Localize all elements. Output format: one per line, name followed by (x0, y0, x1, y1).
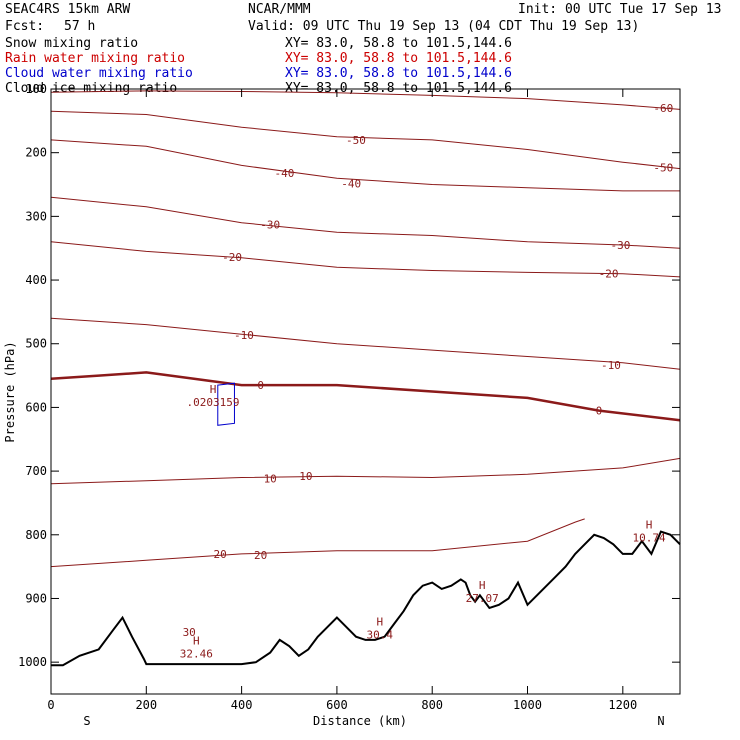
contour-label: 10 (264, 473, 277, 486)
y-tick-label: 400 (25, 273, 47, 287)
high-marker-value: 10.74 (632, 532, 665, 545)
valid-time: Valid: 09 UTC Thu 19 Sep 13 (04 CDT Thu … (248, 19, 639, 34)
isotherm-0 (50, 371, 681, 422)
y-tick-label: 800 (25, 528, 47, 542)
contour-label: 20 (214, 548, 227, 561)
isotherm-minus20 (50, 241, 681, 278)
contour-label: -30 (610, 239, 630, 252)
x-axis-label: Distance (km) (313, 714, 407, 728)
contour-labels: -60 -50 -50 -40 -40 -30 -30 -20 -20 -10 -10 0 0 10 10 2… (183, 102, 674, 639)
x-end-label-right: N (657, 714, 664, 728)
x-tick-label: 1000 (513, 698, 542, 712)
field-xy-cloud-water: XY= 83.0, 58.8 to 101.5,144.6 (285, 66, 512, 81)
init-time: Init: 00 UTC Tue 17 Sep 13 (518, 2, 722, 17)
contour-label: -40 (275, 167, 295, 180)
high-marker-letter: H (479, 579, 486, 592)
x-tick-label: 0 (47, 698, 54, 712)
y-tick-label: 300 (25, 209, 47, 223)
y-axis-label: Pressure (hPa) (3, 341, 17, 442)
contour-label: -30 (260, 219, 280, 232)
high-marker-letter: H (210, 383, 217, 396)
model-title: SEAC4RS 15km ARW (5, 2, 130, 17)
isotherm-minus30 (50, 196, 681, 249)
center-label: NCAR/MMM (248, 2, 311, 17)
cloud-water-contour (217, 382, 235, 426)
x-tick-label: 800 (421, 698, 443, 712)
high-marker-value: 30.4 (367, 629, 394, 642)
fcst-label: Fcst: (5, 19, 44, 34)
y-tick-label: 1000 (18, 655, 47, 669)
isotherm-10 (50, 457, 681, 485)
contour-label: 0 (596, 405, 603, 418)
contour-label: 0 (257, 379, 264, 392)
field-name-cloud-water: Cloud water mixing ratio (5, 66, 193, 81)
x-end-label-left: S (83, 714, 90, 728)
terrain-line (51, 530, 681, 667)
field-name-rain: Rain water mixing ratio (5, 51, 185, 66)
contour-label: 30 (183, 626, 196, 639)
contour-label: -20 (599, 268, 619, 281)
y-tick-label: 100 (25, 82, 47, 96)
contour-label: -10 (601, 359, 621, 372)
high-marker-value: 32.46 (180, 648, 213, 661)
contour-label: 20 (254, 549, 267, 562)
isotherm-minus50 (50, 110, 681, 170)
contour-label: -50 (653, 161, 673, 174)
isotherm-minus10 (50, 317, 681, 370)
contour-label: -50 (346, 134, 366, 147)
x-tick-label: 1200 (608, 698, 637, 712)
temperature-isotherms (50, 90, 681, 568)
high-marker-value: .0203159 (187, 396, 240, 409)
y-tick-label: 700 (25, 464, 47, 478)
high-marker-letter: H (646, 519, 653, 532)
x-tick-label: 400 (231, 698, 253, 712)
high-marker-letter: H (193, 635, 200, 648)
field-xy-rain: XY= 83.0, 58.8 to 101.5,144.6 (285, 51, 512, 66)
isotherm-minus60 (50, 90, 681, 110)
x-tick-label: 600 (326, 698, 348, 712)
y-tick-label: 900 (25, 591, 47, 605)
y-tick-label: 500 (25, 337, 47, 351)
field-name-snow: Snow mixing ratio (5, 36, 138, 51)
plot-frame (50, 88, 681, 695)
x-tick-label: 200 (135, 698, 157, 712)
terrain-profile (51, 530, 681, 667)
fcst-value: 57 h (64, 19, 95, 34)
contour-label: 10 (299, 470, 312, 483)
contour-label: -60 (653, 102, 673, 115)
contour-label: -40 (341, 177, 361, 190)
isotherm-20 (50, 518, 585, 568)
y-tick-label: 200 (25, 146, 47, 160)
cloud-water-contour-line (217, 382, 235, 426)
contour-label: -20 (222, 251, 242, 264)
high-marker-letter: H (376, 616, 383, 629)
field-xy-snow: XY= 83.0, 58.8 to 101.5,144.6 (285, 36, 512, 51)
y-tick-label: 600 (25, 400, 47, 414)
x-axis-ticks: 0 200 400 600 800 1000 1200 (47, 89, 637, 712)
contour-label: -10 (234, 329, 254, 342)
isotherm-minus40 (50, 139, 680, 192)
high-marker-value: 27.07 (466, 592, 499, 605)
